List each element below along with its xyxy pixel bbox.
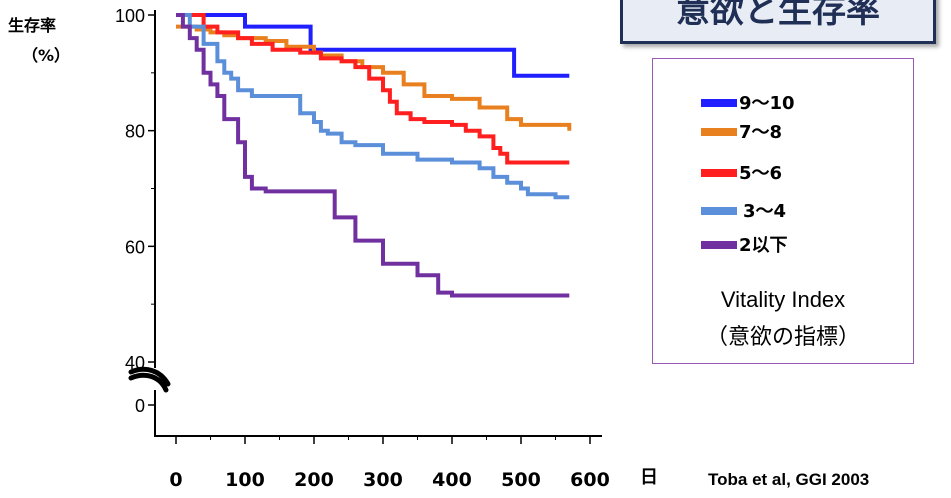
chart-title: 意欲と生存率 [676,0,880,31]
legend-item: 2以下 [653,229,913,259]
series-line-4 [176,13,570,298]
legend-item: 9〜10 [653,87,913,117]
legend-label: 5〜6 [739,163,783,184]
legend-swatch [701,99,737,107]
y-tick-label: 100 [115,6,145,26]
y-tick-label: 60 [125,237,145,257]
series-line-2 [176,13,570,165]
legend-label: 3〜4 [743,201,787,222]
legend-title-line1: Vitality Index [720,287,846,312]
ylabel-line1: 生存率 [8,16,57,35]
series-line-0 [176,13,570,78]
series-group [176,13,572,298]
legend-label: 7〜8 [739,122,783,143]
x-tick-label: 0 [169,469,182,491]
legend-swatch [701,128,737,136]
y-tick-label: 40 [125,353,145,373]
x-tick-label: 500 [501,469,541,491]
legend-item: 7〜8 [653,116,913,146]
legend-swatch [701,169,737,177]
y-tick-label: 80 [125,122,145,142]
legend-item: 5〜6 [653,157,913,187]
legend: 9〜10 7〜8 5〜6 3〜4 2以下 Vitality Index （意欲の指標） [652,58,914,364]
x-tick-label: 300 [363,469,403,491]
x-tick-label: 200 [294,469,334,491]
series-line-3 [176,13,570,200]
xlabel: 日 [640,467,658,488]
y-tick-label: 0 [135,396,145,416]
title-box: 意欲と生存率 [620,0,936,44]
citation: Toba et al, GGI 2003 [708,470,870,489]
x-tick-label: 600 [570,469,610,491]
ylabel-line2: （%） [22,46,71,65]
x-tick-label: 400 [432,469,472,491]
legend-swatch [701,207,737,215]
x-tick-label: 100 [225,469,265,491]
legend-label: 2以下 [739,235,788,256]
legend-swatch [701,241,737,249]
axis-break-mark [128,366,171,393]
legend-label: 9〜10 [739,93,795,114]
legend-title-line2: （意欲の指標） [705,324,860,349]
legend-item: 3〜4 [653,195,913,225]
